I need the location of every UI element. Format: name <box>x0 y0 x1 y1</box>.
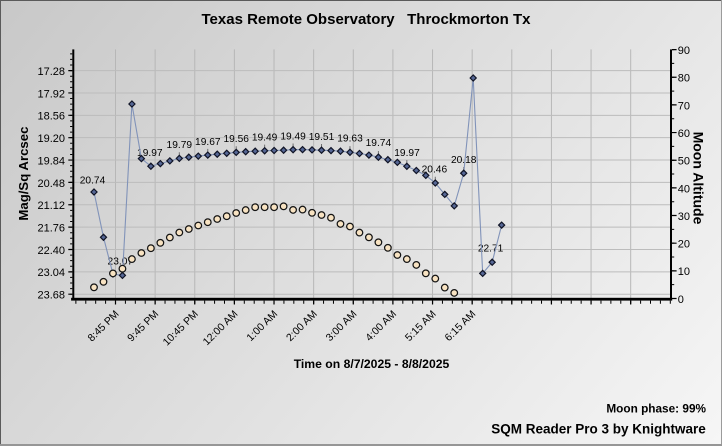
svg-text:19.49: 19.49 <box>252 133 278 144</box>
svg-text:23.07: 23.07 <box>108 256 134 267</box>
svg-text:21.12: 21.12 <box>37 200 65 212</box>
svg-text:Moon phase: 99%: Moon phase: 99% <box>606 402 706 416</box>
svg-text:30: 30 <box>678 211 690 223</box>
svg-text:18.56: 18.56 <box>37 111 65 123</box>
svg-text:SQM Reader Pro 3 by Knightware: SQM Reader Pro 3 by Knightware <box>491 421 706 436</box>
svg-text:19.20: 19.20 <box>37 133 65 145</box>
svg-text:21.76: 21.76 <box>37 223 65 235</box>
svg-text:50: 50 <box>678 156 690 168</box>
svg-text:20.74: 20.74 <box>80 176 106 187</box>
svg-text:19.63: 19.63 <box>337 133 363 144</box>
svg-text:19.49: 19.49 <box>280 132 306 143</box>
svg-text:19.67: 19.67 <box>195 137 221 148</box>
svg-text:Moon Altitude: Moon Altitude <box>691 132 707 225</box>
svg-text:20.46: 20.46 <box>422 164 448 175</box>
svg-text:22.40: 22.40 <box>37 245 65 257</box>
svg-text:17.92: 17.92 <box>37 88 65 100</box>
svg-text:19.56: 19.56 <box>223 134 249 145</box>
svg-text:20: 20 <box>678 239 690 251</box>
svg-text:19.84: 19.84 <box>37 155 65 167</box>
svg-text:17.28: 17.28 <box>37 66 65 78</box>
svg-text:19.97: 19.97 <box>394 148 420 159</box>
svg-text:Texas Remote Observatory Thr: Texas Remote Observatory Throckmorton Tx <box>202 11 532 28</box>
svg-text:23.68: 23.68 <box>37 290 65 302</box>
svg-text:40: 40 <box>678 183 690 195</box>
svg-text:22.71: 22.71 <box>478 244 504 255</box>
svg-text:19.74: 19.74 <box>366 138 392 149</box>
svg-text:60: 60 <box>678 128 690 140</box>
svg-text:19.79: 19.79 <box>167 140 193 151</box>
svg-text:80: 80 <box>678 73 690 85</box>
svg-text:19.51: 19.51 <box>309 132 335 143</box>
svg-text:0: 0 <box>678 294 684 306</box>
svg-text:Time on 8/7/2025 - 8/8/2025: Time on 8/7/2025 - 8/8/2025 <box>294 357 450 371</box>
svg-text:Mag/Sq Arcsec: Mag/Sq Arcsec <box>16 127 31 221</box>
svg-text:19.97: 19.97 <box>137 148 163 159</box>
svg-text:10: 10 <box>678 266 690 278</box>
svg-text:20.48: 20.48 <box>37 178 65 190</box>
svg-text:70: 70 <box>678 100 690 112</box>
svg-text:20.18: 20.18 <box>451 155 477 166</box>
svg-text:23.04: 23.04 <box>37 267 65 279</box>
svg-text:90: 90 <box>678 45 690 57</box>
